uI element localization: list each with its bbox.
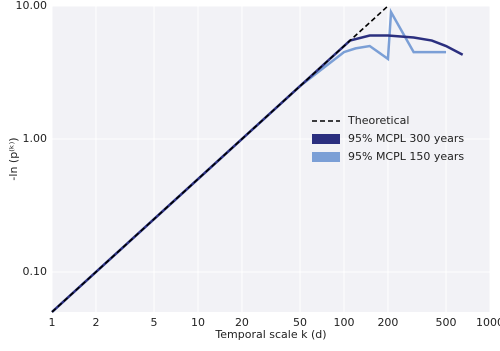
y-axis-label: -ln (p⁽ᵏ⁾) (7, 137, 20, 180)
x-tick-label: 500 (436, 316, 457, 329)
x-tick-label: 200 (377, 316, 398, 329)
legend-swatch (312, 152, 340, 162)
series-line (51, 5, 389, 313)
plot-area (52, 6, 490, 312)
x-tick-label: 100 (334, 316, 355, 329)
x-tick-label: 20 (235, 316, 249, 329)
x-axis-label: Temporal scale k (d) (214, 328, 326, 341)
legend-label: 95% MCPL 150 years (348, 150, 464, 163)
y-tick-label: 10.00 (16, 0, 48, 12)
y-tick-label: 1.00 (23, 132, 48, 145)
y-tick-label: 0.10 (23, 265, 48, 278)
legend-label: 95% MCPL 300 years (348, 132, 464, 145)
legend-label: Theoretical (347, 114, 409, 127)
x-tick-label: 1 (49, 316, 56, 329)
x-tick-label: 2 (92, 316, 99, 329)
x-tick-label: 10 (191, 316, 205, 329)
x-tick-label: 50 (293, 316, 307, 329)
x-tick-label: 5 (151, 316, 158, 329)
legend-swatch (312, 134, 340, 144)
